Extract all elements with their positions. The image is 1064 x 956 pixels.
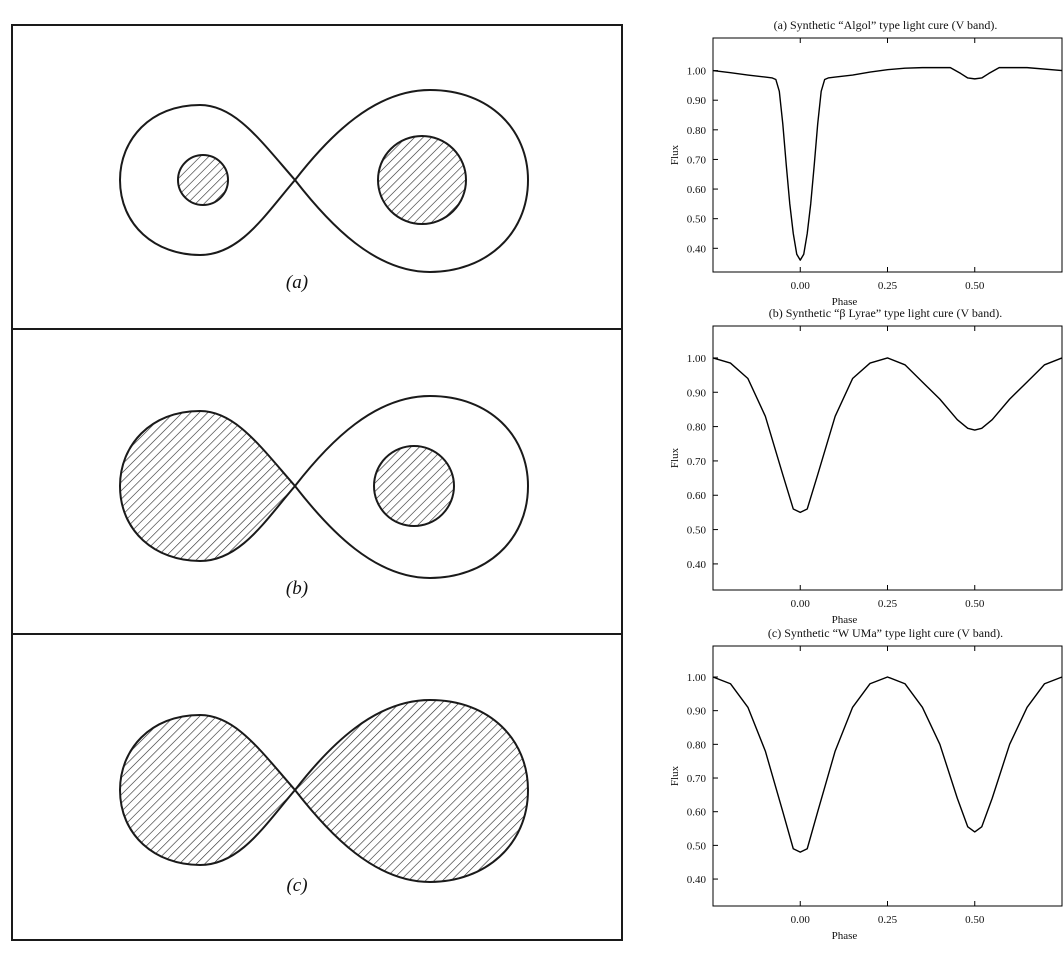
roche-diagram <box>11 24 623 941</box>
x-axis-label: Phase <box>832 296 858 308</box>
x-tick-label: 0.50 <box>965 598 985 610</box>
panel-label: (b) <box>286 578 308 599</box>
y-tick-label: 0.40 <box>687 874 707 886</box>
y-tick-label: 0.60 <box>687 490 707 502</box>
light-curve <box>712 66 1063 261</box>
y-axis-label: Flux <box>669 765 681 786</box>
y-tick-label: 0.70 <box>687 773 707 785</box>
panel-b <box>119 395 529 579</box>
panel-label: (c) <box>286 875 307 896</box>
star <box>377 135 467 225</box>
y-tick-label: 1.00 <box>687 353 707 365</box>
y-axis-label: Flux <box>669 144 681 165</box>
panel-label: (a) <box>286 272 308 293</box>
x-tick-label: 0.00 <box>791 598 811 610</box>
x-tick-label: 0.50 <box>965 280 985 292</box>
light-curve-chart: (a) Synthetic “Algol” type light cure (V… <box>669 18 1063 308</box>
y-tick-label: 1.00 <box>687 66 707 78</box>
light-curve <box>712 676 1063 853</box>
y-axis-label: Flux <box>669 447 681 468</box>
x-tick-label: 0.50 <box>965 914 985 926</box>
x-tick-label: 0.00 <box>791 280 811 292</box>
y-tick-label: 0.80 <box>687 739 707 751</box>
y-tick-label: 0.70 <box>687 456 707 468</box>
panel-a <box>119 89 529 273</box>
y-tick-label: 0.50 <box>687 214 707 226</box>
y-tick-label: 0.40 <box>687 243 707 255</box>
y-tick-label: 0.90 <box>687 387 707 399</box>
chart-title: (c) Synthetic “W UMa” type light cure (V… <box>768 626 1003 640</box>
roche-lobe <box>119 410 296 562</box>
roche-lobe <box>294 699 529 883</box>
x-tick-label: 0.25 <box>878 914 898 926</box>
y-tick-label: 0.50 <box>687 840 707 852</box>
star <box>177 154 229 206</box>
y-tick-label: 0.90 <box>687 706 707 718</box>
x-axis-label: Phase <box>832 614 858 626</box>
light-curve <box>712 357 1063 514</box>
light-curve-chart: (b) Synthetic “β Lyrae” type light cure … <box>669 306 1063 626</box>
y-tick-label: 0.90 <box>687 95 707 107</box>
y-tick-label: 0.40 <box>687 559 707 571</box>
chart-title: (a) Synthetic “Algol” type light cure (V… <box>774 18 998 32</box>
y-tick-label: 0.70 <box>687 154 707 166</box>
panel-c <box>119 699 529 883</box>
chart-title: (b) Synthetic “β Lyrae” type light cure … <box>769 306 1002 320</box>
plot-frame <box>712 37 1063 273</box>
plot-frame <box>712 325 1063 591</box>
light-curve-chart: (c) Synthetic “W UMa” type light cure (V… <box>669 626 1063 942</box>
star <box>373 445 455 527</box>
y-tick-label: 0.60 <box>687 184 707 196</box>
plot-frame <box>712 645 1063 907</box>
y-tick-label: 1.00 <box>687 672 707 684</box>
x-tick-label: 0.25 <box>878 598 898 610</box>
diagram-frame <box>11 24 623 941</box>
y-tick-label: 0.80 <box>687 125 707 137</box>
y-tick-label: 0.60 <box>687 807 707 819</box>
x-tick-label: 0.00 <box>791 914 811 926</box>
y-tick-label: 0.50 <box>687 525 707 537</box>
x-tick-label: 0.25 <box>878 280 898 292</box>
x-axis-label: Phase <box>832 930 858 942</box>
roche-lobe <box>119 714 296 866</box>
y-tick-label: 0.80 <box>687 422 707 434</box>
